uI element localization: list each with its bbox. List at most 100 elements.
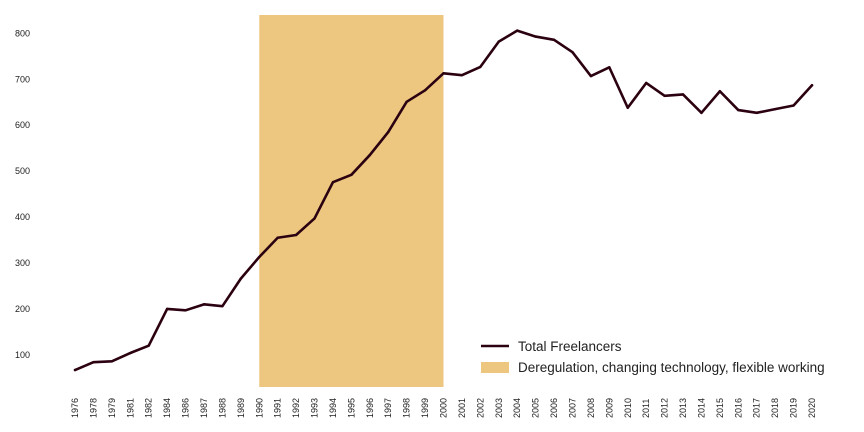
- data-point-1982: [147, 344, 150, 347]
- data-point-1976: [73, 368, 77, 372]
- x-tick-label-1982: 1982: [144, 398, 154, 418]
- x-tick-label-2016: 2016: [733, 398, 743, 418]
- x-tick-label-1976: 1976: [70, 398, 80, 418]
- data-point-1989: [239, 277, 243, 280]
- x-tick-label-1994: 1994: [328, 398, 338, 418]
- y-tick-label-600: 600: [15, 120, 30, 130]
- shaded-region: [259, 15, 444, 387]
- x-tick-label-1999: 1999: [420, 398, 430, 418]
- x-tick-label-2001: 2001: [457, 398, 467, 418]
- x-tick-label-1979: 1979: [107, 398, 117, 418]
- data-point-1988: [221, 304, 224, 308]
- x-tick-label-1981: 1981: [125, 398, 135, 418]
- legend-label-shaded-region: Deregulation, changing technology, flexi…: [518, 360, 825, 375]
- data-point-1997: [387, 130, 390, 134]
- y-tick-label-800: 800: [15, 28, 30, 38]
- x-tick-label-2010: 2010: [623, 398, 633, 418]
- data-point-2019: [792, 104, 795, 107]
- data-point-2013: [681, 93, 685, 96]
- x-tick-label-2020: 2020: [807, 398, 817, 418]
- y-tick-label-400: 400: [15, 212, 30, 222]
- data-point-1991: [276, 236, 279, 239]
- data-point-2006: [552, 38, 556, 41]
- y-tick-label-300: 300: [15, 258, 30, 268]
- data-point-2009: [608, 66, 611, 69]
- legend-shade-swatch: [481, 362, 509, 373]
- data-point-1981: [129, 351, 132, 355]
- data-point-2005: [534, 35, 537, 38]
- data-point-2002: [479, 65, 482, 69]
- x-tick-label-2018: 2018: [770, 398, 780, 418]
- x-tick-label-1995: 1995: [346, 398, 356, 418]
- y-tick-label-500: 500: [15, 166, 30, 176]
- y-tick-label-100: 100: [15, 350, 30, 360]
- x-tick-label-2007: 2007: [567, 398, 577, 418]
- data-point-2010: [626, 106, 629, 109]
- x-tick-label-2009: 2009: [604, 398, 614, 418]
- x-tick-label-2000: 2000: [439, 398, 449, 418]
- x-tick-label-2011: 2011: [641, 399, 651, 418]
- x-tick-label-1998: 1998: [402, 398, 412, 418]
- x-tick-label-1988: 1988: [217, 398, 227, 418]
- x-tick-label-1991: 1991: [273, 398, 283, 418]
- data-point-2011: [644, 81, 648, 85]
- data-point-2018: [773, 107, 777, 111]
- x-tick-label-2017: 2017: [752, 398, 762, 418]
- x-tick-label-1984: 1984: [162, 398, 172, 418]
- x-tick-label-1986: 1986: [181, 398, 191, 418]
- x-tick-label-2002: 2002: [475, 398, 485, 418]
- x-tick-label-1989: 1989: [236, 398, 246, 418]
- data-point-1996: [368, 153, 371, 157]
- x-tick-label-2012: 2012: [660, 398, 670, 418]
- data-point-2000: [442, 72, 445, 75]
- data-point-2004: [516, 29, 519, 32]
- y-tick-label-700: 700: [15, 74, 30, 84]
- data-point-2001: [460, 73, 464, 77]
- data-point-1979: [110, 360, 114, 363]
- data-point-1990: [258, 255, 261, 259]
- series-line-layer: [73, 29, 814, 372]
- data-point-1994: [331, 180, 335, 184]
- data-point-1978: [92, 361, 95, 364]
- data-point-2007: [571, 51, 574, 54]
- data-point-2015: [718, 90, 722, 93]
- data-point-2016: [737, 108, 740, 112]
- data-point-1987: [202, 303, 206, 306]
- data-point-1986: [184, 309, 187, 312]
- shaded-region-layer: [259, 15, 444, 387]
- data-point-1999: [423, 89, 427, 92]
- x-tick-label-2003: 2003: [494, 398, 504, 418]
- x-tick-label-1992: 1992: [291, 398, 301, 418]
- x-tick-label-2008: 2008: [586, 398, 596, 418]
- x-tick-label-2019: 2019: [789, 398, 799, 418]
- y-tick-label-200: 200: [15, 304, 30, 314]
- x-tick-label-2004: 2004: [512, 398, 522, 418]
- data-point-1984: [165, 307, 169, 311]
- x-tick-label-2005: 2005: [531, 398, 541, 418]
- data-point-1992: [294, 233, 298, 237]
- x-tick-label-1996: 1996: [365, 398, 375, 418]
- x-tick-label-1990: 1990: [254, 398, 264, 418]
- x-tick-label-1993: 1993: [310, 398, 320, 418]
- data-point-2008: [589, 74, 593, 78]
- x-tick-label-1978: 1978: [88, 398, 98, 418]
- x-tick-label-1987: 1987: [199, 398, 209, 418]
- data-point-2003: [497, 40, 500, 43]
- legend-label-total-freelancers: Total Freelancers: [518, 339, 622, 354]
- data-point-1998: [405, 100, 408, 104]
- legend: Total Freelancers Deregulation, changing…: [481, 339, 825, 375]
- data-point-2014: [700, 111, 703, 115]
- data-point-2012: [663, 94, 666, 98]
- x-tick-label-2014: 2014: [696, 398, 706, 418]
- x-tick-label-2013: 2013: [678, 398, 688, 418]
- x-tick-label-1997: 1997: [383, 398, 393, 418]
- y-axis-ticks: 100 200 300 400 500 600 700 800: [15, 28, 30, 359]
- data-point-1993: [313, 217, 316, 220]
- x-axis-ticks: 1976 1978 1979 1981 1982 1984 1986 1987 1988 1989…: [70, 398, 817, 418]
- x-tick-label-2006: 2006: [549, 398, 559, 418]
- data-point-2017: [755, 111, 758, 115]
- data-point-2020: [810, 84, 814, 87]
- x-tick-label-2015: 2015: [715, 398, 725, 418]
- data-point-1995: [350, 173, 353, 177]
